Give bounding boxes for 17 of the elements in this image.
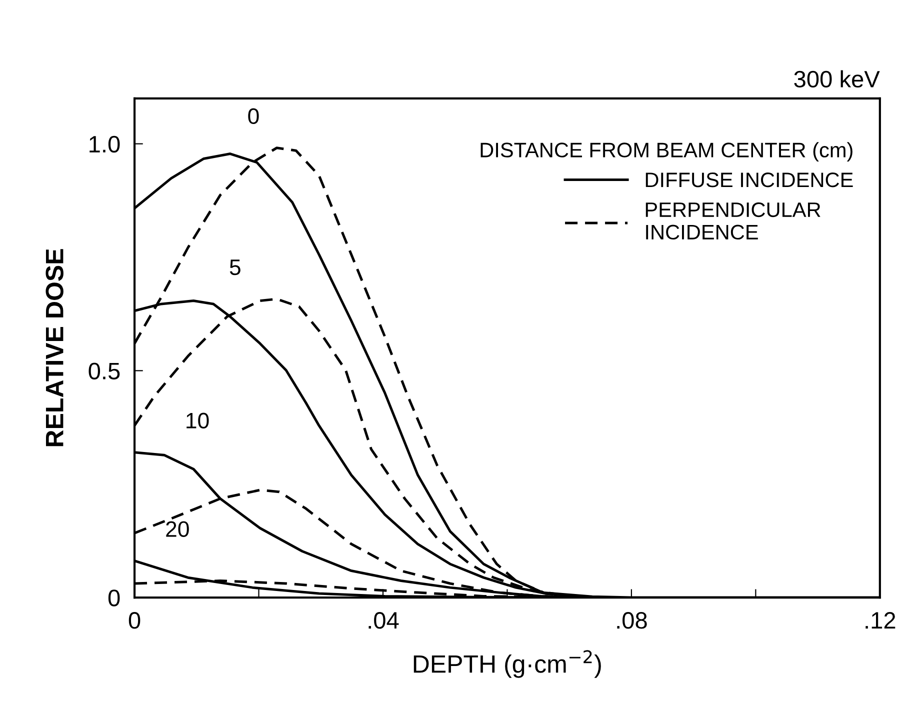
annotation: 5 [230,260,240,276]
x-tick-label: .12 [866,612,896,629]
x-tick-label: .08 [617,612,647,629]
y-tick-label: 1.0 [90,136,120,153]
legend-title: DISTANCE FROM BEAM CENTER (cm) [480,142,852,162]
annotation: 0 [248,108,259,124]
legend-label: PERPENDICULAR INCIDENCE [646,202,820,240]
annotation: 10 [186,412,209,429]
x-tick-label: 0 [128,612,140,629]
legend-label: DIFFUSE INCIDENCE [646,172,853,188]
y-axis-title: RELATIVE DOSE [46,249,64,446]
x-tick-label: .04 [368,612,399,629]
annotation: 20 [166,521,189,537]
x-axis-title: DEPTH (g·cm$^{−2}$) [414,650,601,678]
y-tick-label: 0 [108,590,120,606]
chart-title: 300 keV [794,70,880,88]
y-tick-label: 0.5 [88,362,120,380]
